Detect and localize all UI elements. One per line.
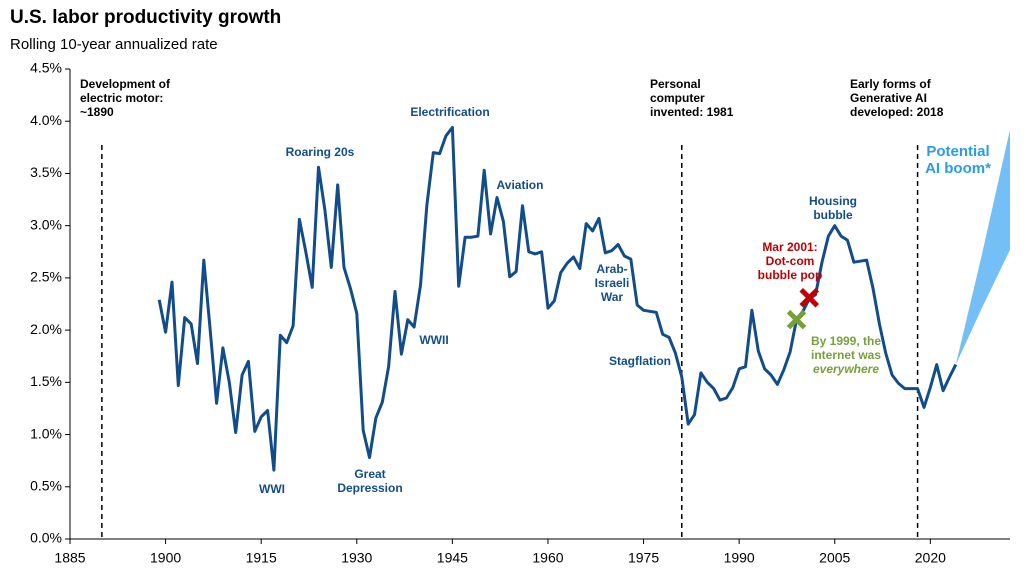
annotation: bubble pop: [758, 268, 823, 282]
y-tick-label: 0.5%: [30, 477, 62, 493]
annotation: Dot-com: [766, 254, 815, 268]
y-tick-label: 3.0%: [30, 216, 62, 232]
projection-band: [955, 129, 1010, 365]
annotation: computer: [650, 91, 705, 105]
annotation: everywhere: [813, 362, 879, 376]
x-tick-label: 1945: [437, 550, 468, 566]
x-tick-label: 1975: [628, 550, 659, 566]
annotation: ~1890: [80, 105, 114, 119]
y-tick-label: 1.0%: [30, 425, 62, 441]
chart-title: U.S. labor productivity growth: [10, 7, 281, 28]
x-marker: [786, 309, 807, 330]
x-marker: [799, 287, 820, 308]
x-tick-label: 1990: [724, 550, 755, 566]
x-tick-label: 2020: [915, 550, 946, 566]
x-tick-label: 1960: [532, 550, 563, 566]
annotation: Early forms of: [850, 77, 932, 91]
annotation: Generative AI: [850, 91, 927, 105]
annotation: Arab-: [596, 262, 627, 276]
y-tick-label: 1.5%: [30, 373, 62, 389]
x-tick-label: 1900: [150, 550, 181, 566]
y-tick-label: 4.0%: [30, 112, 62, 128]
annotation: Stagflation: [609, 354, 671, 368]
annotation: War: [601, 290, 624, 304]
annotation: bubble: [813, 208, 853, 222]
projection-label: AI boom*: [925, 160, 991, 177]
annotation: Aviation: [497, 178, 544, 192]
annotation: Development of: [80, 77, 171, 91]
annotation: Roaring 20s: [286, 145, 355, 159]
annotation: WWII: [419, 333, 448, 347]
x-tick-label: 1885: [54, 550, 85, 566]
x-tick-label: 1915: [246, 550, 277, 566]
annotation: invented: 1981: [650, 105, 734, 119]
x-tick-label: 1930: [341, 550, 372, 566]
projection-label: Potential: [926, 143, 989, 160]
annotation: developed: 2018: [850, 105, 944, 119]
annotation: Electrification: [410, 105, 489, 119]
y-tick-label: 3.5%: [30, 164, 62, 180]
annotation: electric motor:: [80, 91, 163, 105]
annotation: Housing: [809, 194, 857, 208]
x-tick-label: 2005: [819, 550, 850, 566]
y-tick-label: 2.0%: [30, 321, 62, 337]
y-tick-label: 2.5%: [30, 269, 62, 285]
y-tick-label: 4.5%: [30, 60, 62, 76]
chart-subtitle: Rolling 10-year annualized rate: [10, 36, 218, 53]
annotation: WWI: [259, 482, 285, 496]
annotation: Great: [354, 467, 385, 481]
annotation: Depression: [337, 481, 402, 495]
y-tick-label: 0.0%: [30, 530, 62, 546]
annotation: internet was: [811, 348, 881, 362]
annotation: By 1999, the: [811, 334, 881, 348]
line-series: [157, 126, 958, 472]
annotation: Israeli: [595, 276, 630, 290]
annotation: Mar 2001:: [762, 240, 817, 254]
annotation: Personal: [650, 77, 701, 91]
